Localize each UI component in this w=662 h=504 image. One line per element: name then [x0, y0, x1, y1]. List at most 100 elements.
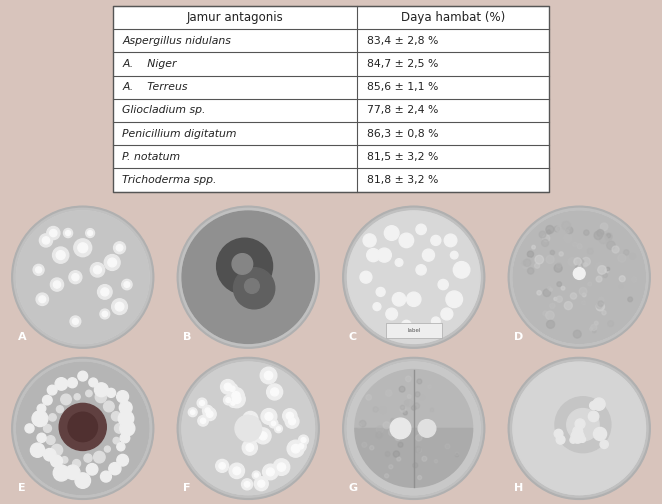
Circle shape [271, 421, 275, 426]
Circle shape [543, 289, 551, 296]
Circle shape [547, 321, 555, 328]
Circle shape [85, 229, 95, 237]
Circle shape [104, 255, 120, 271]
Circle shape [122, 279, 132, 290]
Circle shape [556, 226, 561, 231]
Circle shape [233, 467, 241, 475]
Circle shape [199, 401, 205, 405]
Wedge shape [355, 428, 473, 487]
Circle shape [289, 418, 295, 425]
Circle shape [220, 380, 235, 394]
Circle shape [362, 443, 367, 448]
Circle shape [182, 211, 314, 343]
Circle shape [231, 401, 235, 405]
Circle shape [78, 371, 87, 381]
Circle shape [422, 249, 434, 261]
Circle shape [508, 207, 650, 348]
Circle shape [68, 412, 97, 442]
Circle shape [571, 430, 584, 443]
Circle shape [299, 444, 304, 449]
Circle shape [117, 455, 128, 466]
Circle shape [17, 362, 149, 494]
Circle shape [343, 207, 485, 348]
Circle shape [630, 254, 636, 259]
Circle shape [390, 418, 411, 438]
Circle shape [230, 386, 235, 392]
Circle shape [438, 279, 448, 290]
Circle shape [111, 412, 120, 421]
Circle shape [566, 227, 573, 234]
Circle shape [95, 383, 109, 397]
Circle shape [244, 481, 250, 487]
Circle shape [25, 424, 34, 433]
Circle shape [207, 411, 213, 417]
Text: D: D [514, 332, 524, 342]
Circle shape [400, 406, 406, 412]
Circle shape [373, 407, 379, 412]
Circle shape [583, 293, 586, 297]
Circle shape [363, 234, 376, 247]
Circle shape [357, 423, 361, 428]
Circle shape [228, 388, 244, 404]
Circle shape [595, 263, 604, 271]
Circle shape [97, 285, 112, 299]
Circle shape [575, 419, 585, 429]
Circle shape [554, 429, 563, 438]
Circle shape [540, 231, 546, 238]
Circle shape [269, 419, 278, 428]
Circle shape [383, 422, 390, 429]
Text: Penicillium digitatum: Penicillium digitatum [122, 129, 237, 139]
Circle shape [255, 428, 271, 444]
Circle shape [244, 279, 260, 293]
Circle shape [234, 268, 275, 309]
Circle shape [100, 309, 110, 319]
Circle shape [48, 385, 57, 395]
Text: 85,6 ± 1,1 %: 85,6 ± 1,1 % [367, 82, 438, 92]
Circle shape [416, 265, 426, 275]
Circle shape [36, 267, 42, 273]
Bar [386, 323, 442, 338]
Circle shape [547, 286, 551, 290]
Circle shape [70, 316, 81, 327]
Circle shape [359, 420, 366, 427]
Circle shape [188, 408, 197, 417]
Circle shape [249, 435, 255, 441]
Circle shape [348, 211, 480, 343]
Circle shape [590, 402, 598, 410]
Circle shape [432, 317, 440, 326]
Circle shape [596, 303, 602, 308]
Circle shape [242, 440, 258, 455]
Circle shape [562, 221, 571, 230]
Circle shape [87, 231, 93, 235]
Circle shape [603, 273, 607, 278]
Circle shape [49, 414, 56, 421]
Circle shape [117, 391, 128, 403]
Circle shape [93, 266, 101, 274]
Circle shape [69, 271, 82, 284]
Circle shape [385, 226, 399, 240]
Circle shape [224, 395, 233, 405]
Circle shape [557, 263, 561, 268]
Circle shape [596, 302, 604, 311]
Circle shape [428, 385, 432, 389]
Circle shape [590, 328, 593, 331]
Circle shape [513, 362, 645, 494]
Circle shape [508, 358, 650, 499]
Circle shape [402, 320, 411, 330]
Circle shape [542, 239, 549, 246]
Circle shape [177, 358, 319, 499]
Circle shape [86, 464, 98, 475]
Circle shape [84, 454, 92, 462]
Circle shape [398, 442, 403, 447]
Text: Jamur antagonis: Jamur antagonis [187, 11, 283, 24]
Circle shape [554, 297, 557, 300]
Circle shape [608, 321, 614, 327]
Text: 81,5 ± 3,2 %: 81,5 ± 3,2 % [367, 152, 438, 162]
Circle shape [120, 421, 135, 436]
Text: 81,8 ± 3,2 %: 81,8 ± 3,2 % [367, 175, 438, 185]
Circle shape [403, 411, 407, 415]
Circle shape [277, 463, 285, 471]
Circle shape [632, 277, 637, 282]
Circle shape [229, 463, 244, 478]
Circle shape [554, 264, 562, 272]
